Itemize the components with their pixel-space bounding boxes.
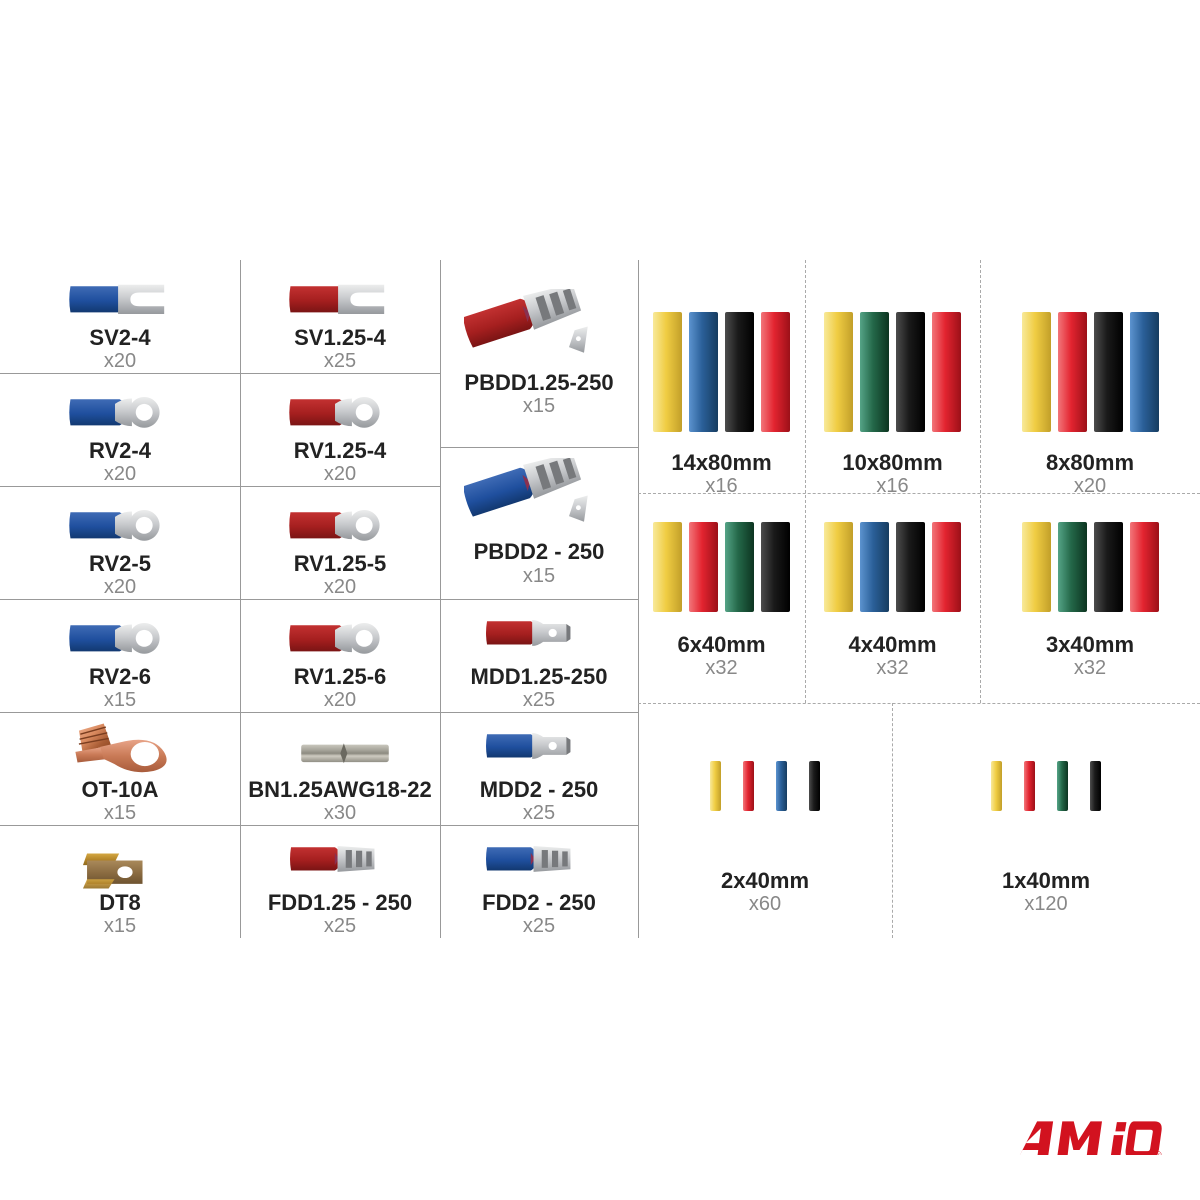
svg-text:R: R <box>1157 1153 1160 1155</box>
